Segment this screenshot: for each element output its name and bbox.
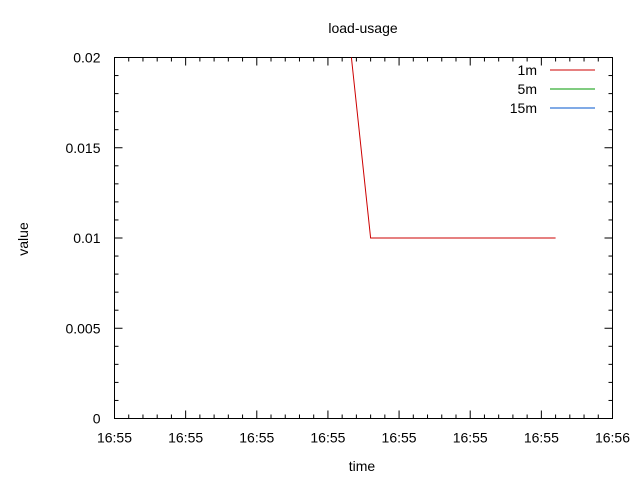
x-tick-label: 16:55 [168, 430, 203, 446]
y-tick-label: 0.02 [73, 50, 100, 66]
legend-label-15m: 15m [510, 100, 537, 116]
legend-label-5m: 5m [518, 81, 537, 97]
y-tick-label: 0 [93, 411, 101, 427]
y-tick-label: 0.005 [65, 320, 100, 336]
chart-title: load-usage [328, 20, 397, 36]
legend-label-1m: 1m [518, 62, 537, 78]
x-axis-label: time [349, 458, 376, 474]
x-tick-label: 16:55 [97, 430, 132, 446]
x-tick-label: 16:55 [453, 430, 488, 446]
x-tick-label: 16:55 [382, 430, 417, 446]
y-tick-label: 0.015 [65, 140, 100, 156]
series-lines [350, 57, 556, 239]
axis-ticks [114, 57, 613, 419]
axis-tick-labels: 16:55 16:55 16:55 16:55 16:55 16:55 16:55 16:56… [65, 50, 630, 446]
y-axis-label: value [15, 222, 31, 256]
y-tick-label: 0.01 [73, 230, 100, 246]
series-line-1m [350, 57, 556, 239]
x-tick-label: 16:55 [524, 430, 559, 446]
x-tick-label: 16:56 [595, 430, 630, 446]
x-tick-label: 16:55 [310, 430, 345, 446]
legend: 1m 5m 15m [510, 62, 595, 116]
plot-frame [114, 57, 613, 419]
x-tick-label: 16:55 [239, 430, 274, 446]
